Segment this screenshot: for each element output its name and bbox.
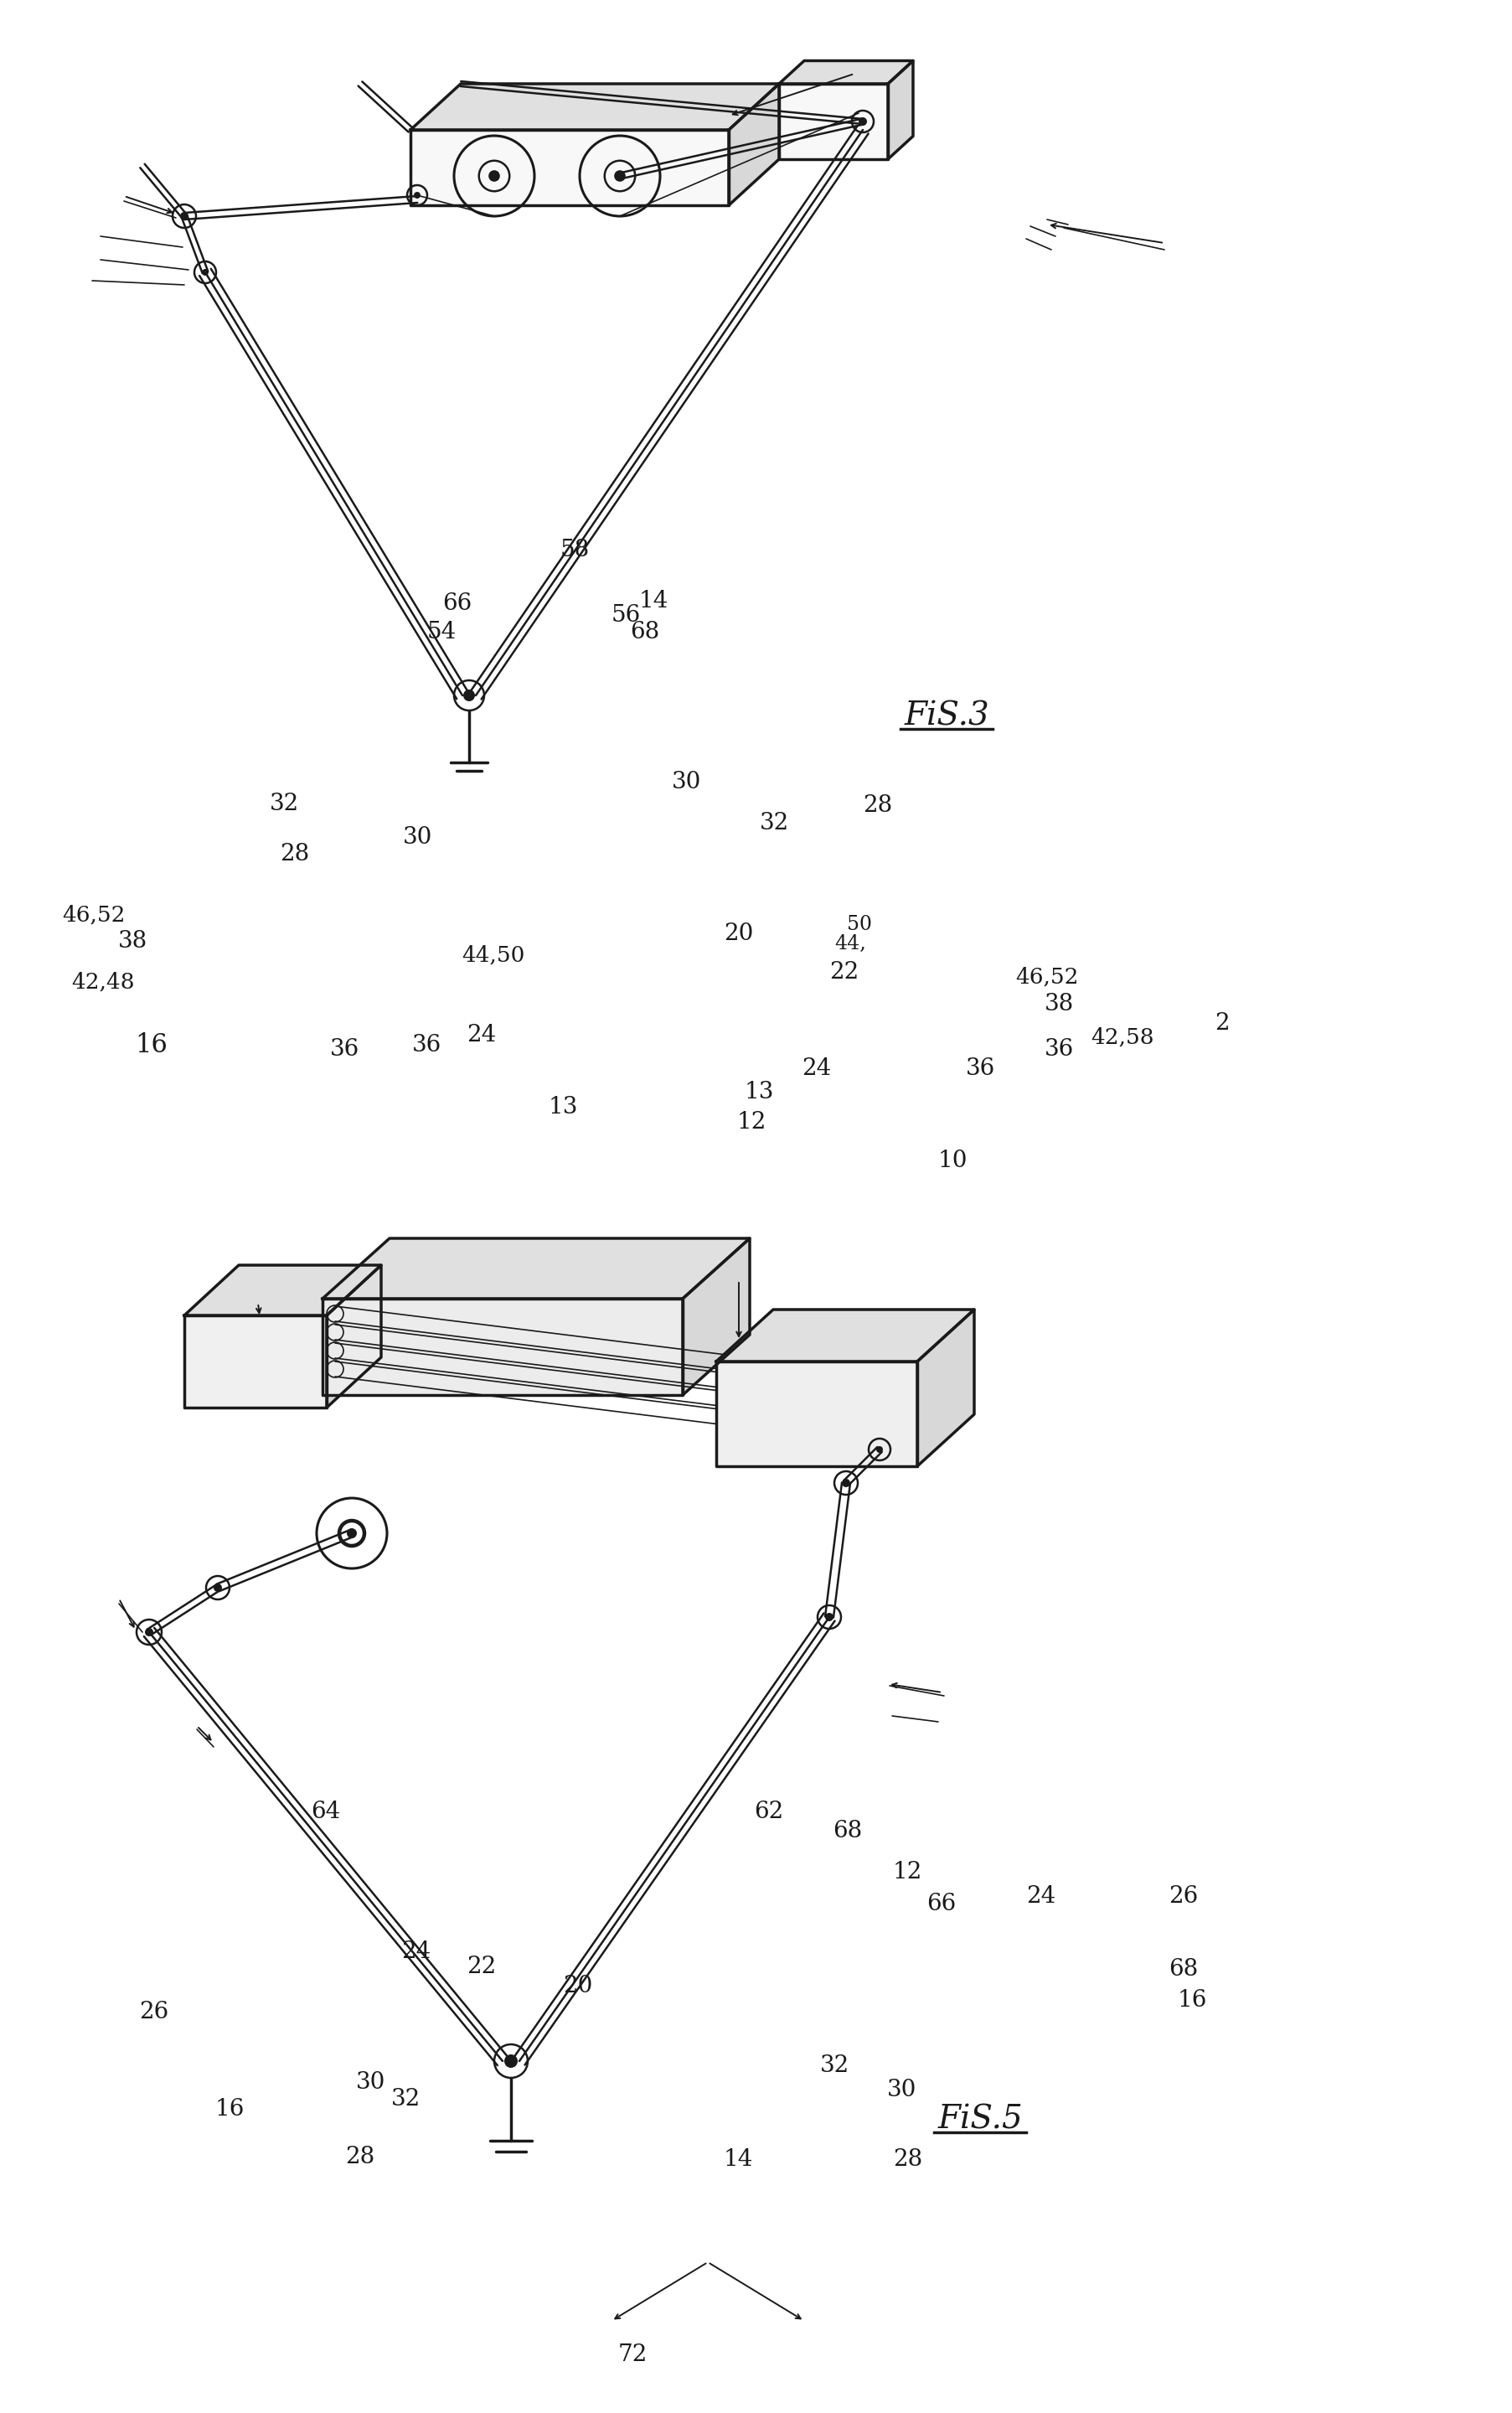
Polygon shape [779,84,888,159]
Text: 38: 38 [118,929,148,953]
Text: 66: 66 [442,591,472,615]
Polygon shape [184,1264,381,1315]
Polygon shape [888,60,913,159]
Text: 68: 68 [832,1819,862,1844]
Circle shape [201,268,209,275]
Text: 32: 32 [390,2087,420,2111]
Text: 16: 16 [135,1033,168,1057]
Polygon shape [322,1298,682,1395]
Text: 16: 16 [215,2097,245,2121]
Text: 22: 22 [466,1955,496,1979]
Text: 24: 24 [466,1023,496,1047]
Text: 10: 10 [937,1149,968,1173]
Circle shape [348,1530,355,1537]
Text: 46,52: 46,52 [1015,968,1078,987]
Text: 13: 13 [547,1096,578,1120]
Text: 26: 26 [1167,1885,1198,1909]
Text: 2: 2 [1214,1011,1229,1035]
Polygon shape [729,84,779,205]
Text: 58: 58 [559,538,590,562]
Text: 36: 36 [411,1033,442,1057]
Polygon shape [410,130,729,205]
Text: 44,50: 44,50 [461,946,525,965]
Text: 30: 30 [671,770,702,794]
Text: 28: 28 [345,2145,375,2169]
Circle shape [145,1629,153,1636]
Circle shape [824,1612,833,1622]
Text: 32: 32 [820,2053,850,2078]
Polygon shape [779,60,913,84]
Text: 42,48: 42,48 [71,972,135,992]
Text: 14: 14 [638,589,668,613]
Polygon shape [916,1310,974,1467]
Text: 16: 16 [1176,1988,1207,2012]
Circle shape [463,690,475,702]
Text: FiS.3: FiS.3 [904,700,989,731]
Circle shape [414,193,420,198]
Text: 56: 56 [611,603,641,627]
Text: 44,: 44, [835,934,865,953]
Text: 68: 68 [1167,1957,1198,1981]
Text: 38: 38 [1043,992,1074,1016]
Circle shape [841,1479,850,1486]
Text: 28: 28 [280,842,310,866]
Text: 72: 72 [617,2343,647,2367]
Text: 30: 30 [355,2070,386,2094]
Text: 62: 62 [753,1800,783,1824]
Text: 12: 12 [892,1860,922,1885]
Text: 20: 20 [562,1974,593,1998]
Text: 36: 36 [330,1038,360,1062]
Text: 22: 22 [829,960,859,985]
Polygon shape [715,1361,916,1467]
Circle shape [614,171,624,181]
Polygon shape [322,1238,750,1298]
Text: 46,52: 46,52 [62,905,125,924]
Text: 30: 30 [886,2078,916,2102]
Polygon shape [184,1315,327,1407]
Text: 30: 30 [402,825,432,849]
Text: 68: 68 [629,620,659,644]
Text: 66: 66 [925,1892,956,1916]
Text: 36: 36 [1043,1038,1074,1062]
Text: 36: 36 [965,1057,995,1081]
Polygon shape [410,84,779,130]
Text: 32: 32 [759,811,789,835]
Circle shape [859,118,866,125]
Text: 54: 54 [426,620,457,644]
Circle shape [346,1527,357,1539]
Text: 64: 64 [310,1800,340,1824]
Circle shape [180,212,189,220]
Polygon shape [327,1264,381,1407]
Circle shape [213,1583,222,1593]
Text: 32: 32 [269,791,299,816]
Polygon shape [715,1310,974,1361]
Circle shape [488,171,499,181]
Circle shape [503,2053,517,2068]
Text: 12: 12 [736,1110,767,1134]
Text: 28: 28 [862,794,892,818]
Text: 13: 13 [744,1081,774,1103]
Text: 20: 20 [723,922,753,946]
Text: 24: 24 [801,1057,832,1081]
Text: 24: 24 [1025,1885,1055,1909]
Text: 24: 24 [401,1940,431,1964]
Text: 50: 50 [847,915,871,934]
Text: 28: 28 [892,2148,922,2172]
Text: 26: 26 [139,2000,169,2025]
Polygon shape [682,1238,750,1395]
Text: FiS.5: FiS.5 [937,2104,1022,2136]
Text: 42,58: 42,58 [1090,1028,1154,1047]
Circle shape [875,1445,883,1453]
Text: 14: 14 [723,2148,753,2172]
